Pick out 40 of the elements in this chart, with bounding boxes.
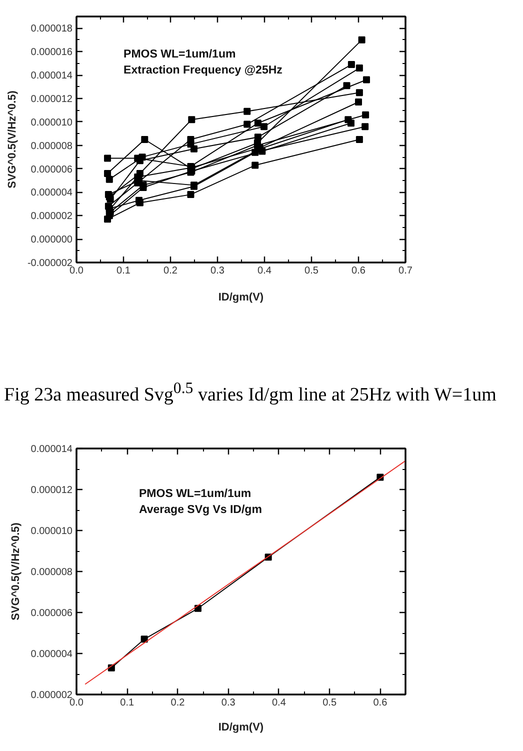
y-tick-label: 0.000014 [30,70,73,82]
x-axis-title: ID/gm(V) [218,292,264,304]
x-tick-label: 0.6 [373,698,388,708]
y-tick-label: 0.000008 [30,567,73,578]
x-tick-label: 0.4 [272,698,286,708]
x-tick-label: 0.6 [352,266,366,276]
annotation: PMOS WL=1um/1um [139,488,252,500]
y-tick-label: 0.000004 [30,649,73,660]
y-tick-label: 0.000002 [30,211,73,222]
y-tick-label: 0.000010 [30,526,73,537]
annotation: Average SVg Vs ID/gm [139,504,262,516]
x-tick-label: 0.4 [258,266,272,276]
x-tick-label: 0.3 [221,698,236,708]
y-axis-title: SVG^0.5(V/Hz^0.5) [10,522,22,620]
caption: Fig 23a measured Svg$^{0.5}$ varies Id/gm line at 25Hz with W=1um [4,379,496,408]
y-tick-label: 0.000012 [30,485,73,496]
y-tick-label: 0.000018 [30,24,73,35]
x-tick-label: 0.1 [120,698,135,708]
annotation: Extraction Frequency @25Hz [124,64,283,76]
y-tick-label: 0.000010 [30,117,73,128]
y-tick-label: 0.000016 [30,47,73,58]
annotation: PMOS WL=1um/1um [124,48,236,60]
y-tick-label: 0.000006 [30,608,73,619]
x-tick-label: 0.1 [116,266,131,276]
x-tick-label: 0.3 [210,266,225,276]
x-tick-label: 0.2 [170,698,186,708]
x-tick-label: 0.5 [304,266,319,276]
y-tick-label: 0.000008 [30,140,73,152]
x-tick-label: 0.5 [322,698,337,708]
x-tick-label: 0.2 [164,266,178,276]
x-tick-label: 0.0 [70,698,84,708]
y-tick-label: 0.000014 [30,444,73,455]
y-axis-title: SVG^0.5(V/Hz^0.5) [6,90,18,188]
x-axis-title: ID/gm(V) [218,722,264,734]
x-tick-label: 0.0 [70,266,84,276]
y-tick-label: 0.000012 [30,94,73,105]
y-tick-label: 0.000000 [30,234,73,246]
x-tick-label: 0.7 [398,266,413,276]
y-tick-label: 0.000004 [30,188,73,199]
y-tick-label: 0.000006 [30,164,73,176]
